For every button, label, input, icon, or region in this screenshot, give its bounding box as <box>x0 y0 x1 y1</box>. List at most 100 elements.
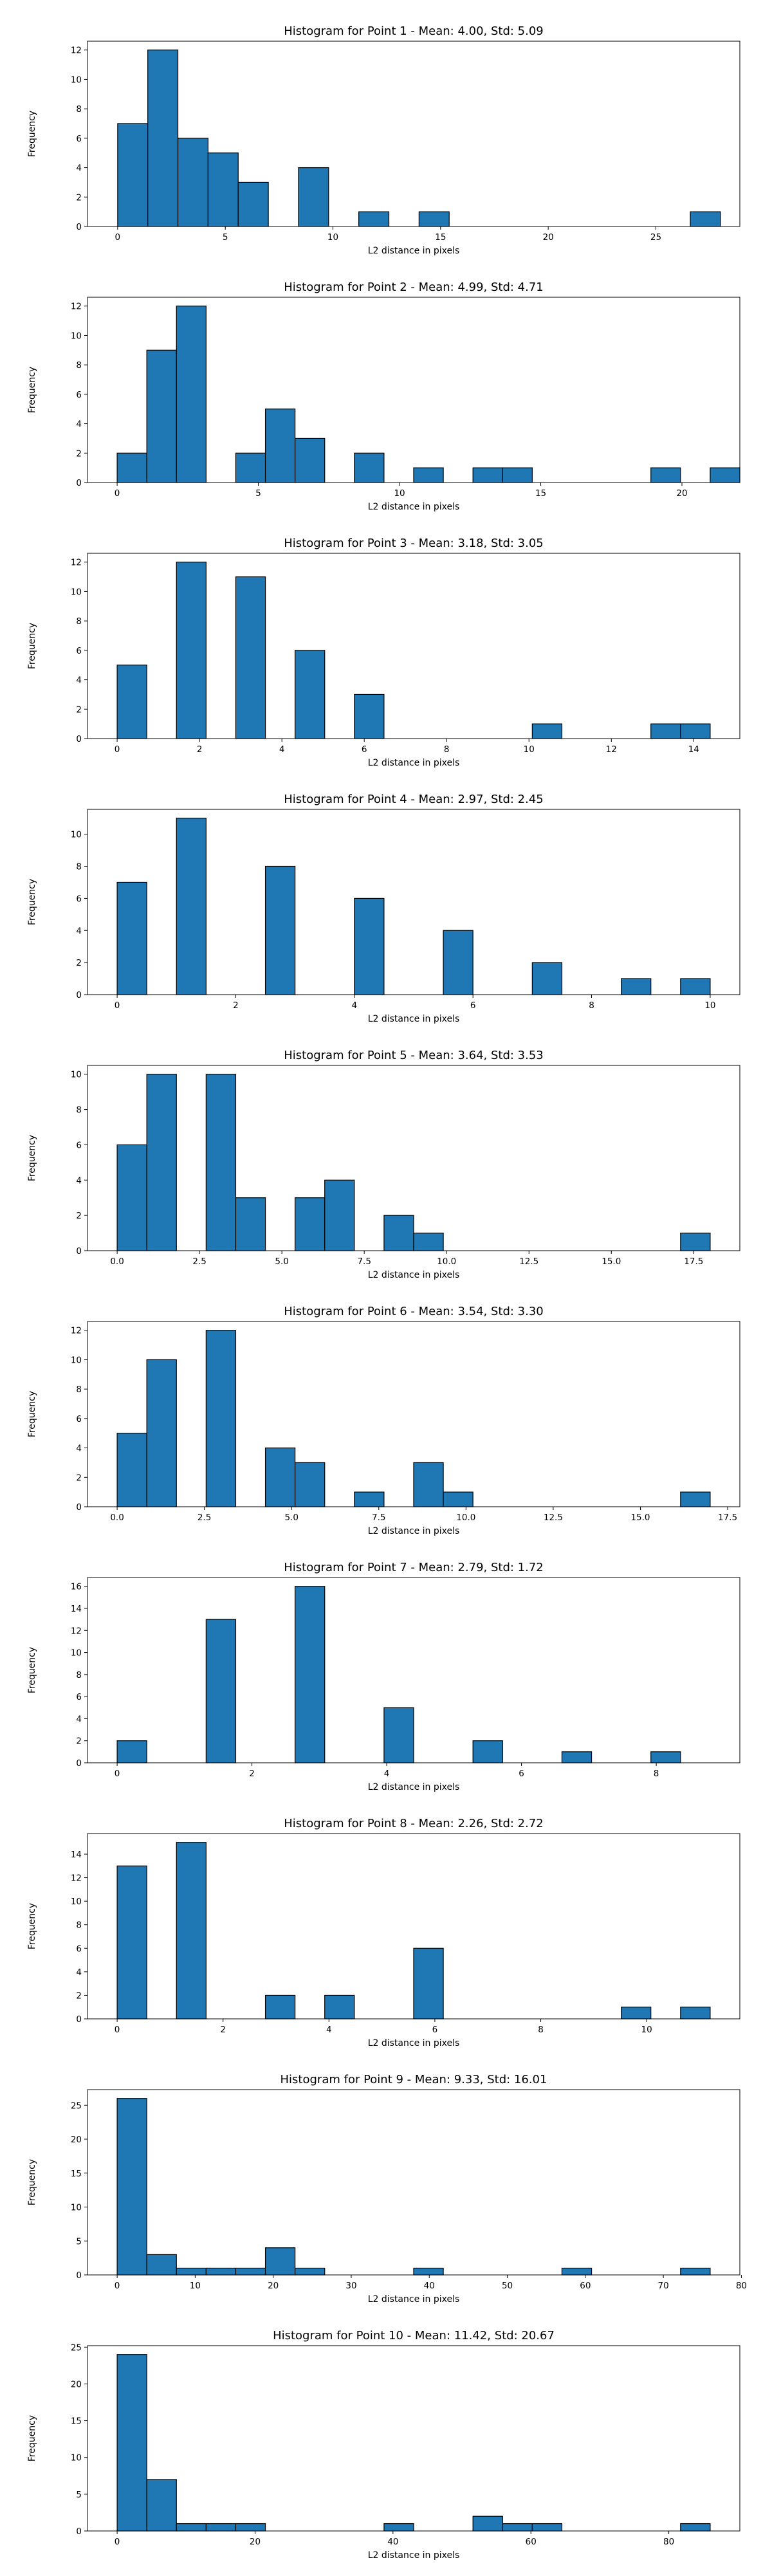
histogram-bar <box>116 2354 147 2532</box>
histogram-bar <box>295 1462 326 1507</box>
y-axis-label: Frequency <box>27 367 37 413</box>
y-tick-label: 4 <box>76 1714 82 1724</box>
y-tick-label: 12 <box>71 302 82 312</box>
histogram-8: Histogram for Point 8 - Mean: 2.26, Std:… <box>27 1817 740 2048</box>
x-axis-label: L2 distance in pixels <box>368 1014 460 1024</box>
histogram-bar <box>531 2523 563 2532</box>
histogram-6: Histogram for Point 6 - Mean: 3.54, Std:… <box>27 1305 740 1536</box>
histogram-bar <box>354 1491 385 1507</box>
x-tick-label: 15.0 <box>630 1513 650 1523</box>
y-axis-label: Frequency <box>27 623 37 669</box>
x-tick-label: 4 <box>384 1769 390 1779</box>
x-tick-label: 7.5 <box>357 1256 371 1267</box>
y-tick-label: 4 <box>76 926 82 936</box>
histogram-bar <box>177 138 209 227</box>
y-tick-label: 10 <box>71 587 82 597</box>
y-tick-label: 6 <box>76 1414 82 1424</box>
chart-title: Histogram for Point 4 - Mean: 2.97, Std:… <box>284 793 544 806</box>
y-tick-label: 5 <box>76 2490 82 2500</box>
y-tick-label: 12 <box>71 1326 82 1336</box>
x-tick-label: 7.5 <box>372 1513 385 1523</box>
y-tick-label: 5 <box>76 2236 82 2247</box>
y-tick-label: 8 <box>76 104 82 115</box>
histogram-bar <box>176 562 207 739</box>
histogram-bar <box>116 1740 147 1763</box>
x-tick-label: 2.5 <box>198 1513 211 1523</box>
plot-frame <box>87 1321 740 1507</box>
plot-frame <box>87 553 740 739</box>
y-tick-label: 10 <box>71 1355 82 1365</box>
histogram-bar <box>264 409 296 483</box>
x-axis-label: L2 distance in pixels <box>368 502 460 512</box>
y-tick-label: 8 <box>76 1105 82 1116</box>
y-tick-label: 0 <box>76 1758 82 1769</box>
histogram-bar <box>561 2267 593 2276</box>
x-axis-label: L2 distance in pixels <box>368 1782 460 1792</box>
y-tick-label: 0 <box>76 990 82 1000</box>
histogram-bar <box>295 1586 326 1763</box>
x-tick-label: 0.0 <box>110 1513 124 1523</box>
x-tick-label: 30 <box>345 2281 356 2291</box>
y-tick-label: 8 <box>76 616 82 627</box>
histogram-bar <box>235 2523 266 2532</box>
histogram-4: Histogram for Point 4 - Mean: 2.97, Std:… <box>27 793 740 1024</box>
y-tick-label: 15 <box>71 2416 82 2427</box>
histogram-1: Histogram for Point 1 - Mean: 4.00, Std:… <box>27 24 740 256</box>
x-axis-label: L2 distance in pixels <box>368 1526 460 1536</box>
histogram-bar <box>116 1865 147 2019</box>
y-tick-label: 8 <box>76 1920 82 1931</box>
y-axis-label: Frequency <box>27 1903 37 1949</box>
y-tick-label: 6 <box>76 1944 82 1954</box>
plot-frame <box>87 41 740 227</box>
histogram-bar <box>176 1842 207 2019</box>
histogram-bar <box>354 452 385 483</box>
histogram-bar <box>146 349 177 483</box>
y-tick-label: 6 <box>76 1140 82 1150</box>
histogram-bar <box>235 452 266 483</box>
histogram-bar <box>205 2267 237 2276</box>
x-tick-label: 80 <box>736 2281 747 2291</box>
histogram-bar <box>650 1751 681 1763</box>
histogram-bar <box>146 2479 177 2532</box>
histogram-bar <box>295 1197 326 1251</box>
histogram-bar <box>146 1359 177 1507</box>
x-tick-label: 20 <box>268 2281 279 2291</box>
y-tick-label: 15 <box>71 2169 82 2179</box>
x-tick-label: 15 <box>435 232 446 243</box>
chart-title: Histogram for Point 5 - Mean: 3.64, Std:… <box>284 1049 544 1062</box>
x-tick-label: 12 <box>606 744 617 755</box>
y-tick-label: 10 <box>71 2203 82 2213</box>
plot-frame <box>87 1065 740 1251</box>
histogram-bar <box>443 930 473 995</box>
chart-title: Histogram for Point 6 - Mean: 3.54, Std:… <box>284 1305 544 1318</box>
y-tick-label: 10 <box>71 331 82 341</box>
plot-frame <box>87 2089 740 2276</box>
chart-title: Histogram for Point 9 - Mean: 9.33, Std:… <box>280 2073 547 2086</box>
histogram-bar <box>237 181 269 227</box>
y-tick-label: 4 <box>76 1444 82 1454</box>
x-tick-label: 0.0 <box>110 1256 124 1267</box>
x-tick-label: 12.5 <box>519 1256 538 1267</box>
histogram-bar <box>413 467 444 483</box>
x-tick-label: 15 <box>535 488 546 499</box>
x-tick-label: 10 <box>190 2281 201 2291</box>
x-tick-label: 2 <box>233 1000 239 1011</box>
y-tick-label: 8 <box>76 862 82 872</box>
y-tick-label: 20 <box>71 2379 82 2389</box>
histogram-bar <box>502 2523 533 2532</box>
y-tick-label: 12 <box>71 1873 82 1884</box>
y-tick-label: 2 <box>76 192 82 203</box>
y-tick-label: 4 <box>76 1967 82 1978</box>
y-tick-label: 10 <box>71 2453 82 2463</box>
histogram-bar <box>383 2523 414 2532</box>
y-axis-label: Frequency <box>27 2415 37 2461</box>
plot-frame <box>87 1577 740 1763</box>
chart-title: Histogram for Point 10 - Mean: 11.42, St… <box>273 2329 555 2342</box>
histogram-bar <box>298 167 329 227</box>
histogram-9: Histogram for Point 9 - Mean: 9.33, Std:… <box>27 2073 747 2305</box>
histogram-bar <box>116 1433 147 1507</box>
histogram-bar <box>264 1994 296 2019</box>
histogram-bar <box>176 2523 207 2532</box>
x-tick-label: 70 <box>658 2281 669 2291</box>
histogram-bar <box>235 1197 266 1251</box>
